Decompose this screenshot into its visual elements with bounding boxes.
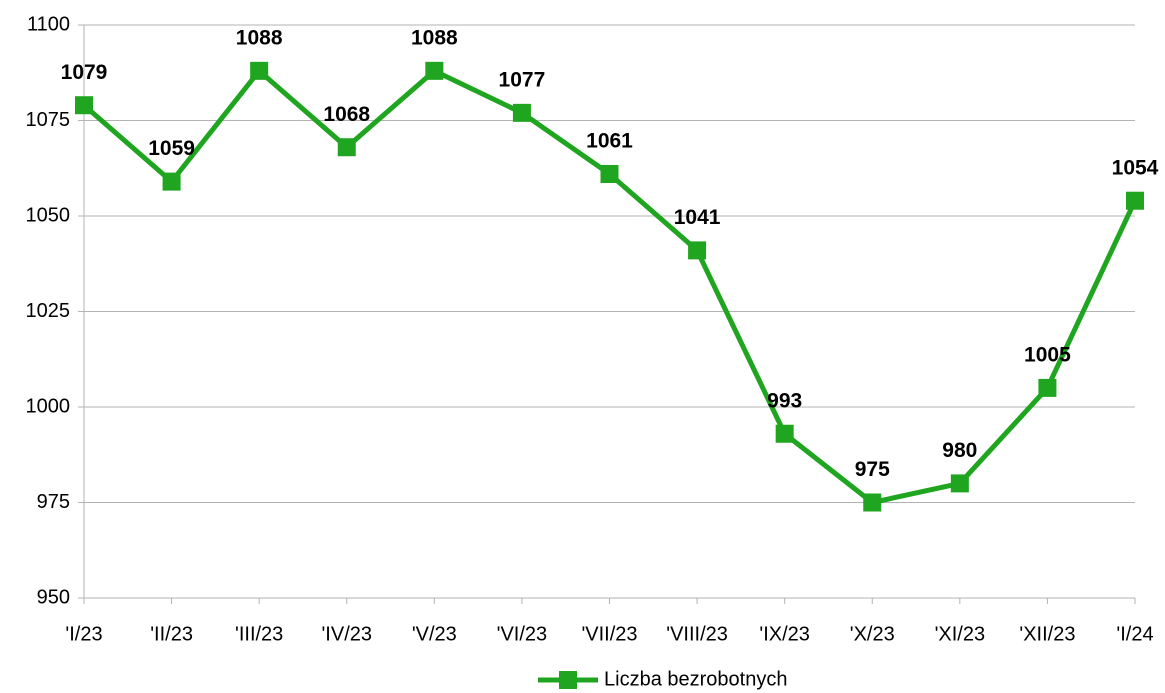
x-tick-label: 'I/24 bbox=[1116, 623, 1153, 645]
x-tick-label: 'XI/23 bbox=[935, 623, 986, 645]
x-tick-label: 'VII/23 bbox=[581, 623, 637, 645]
x-tick-label: 'II/23 bbox=[150, 623, 193, 645]
point-marker bbox=[1038, 378, 1057, 397]
point-marker bbox=[512, 103, 531, 122]
point-marker bbox=[775, 424, 794, 443]
x-tick-label: 'IX/23 bbox=[759, 623, 810, 645]
x-tick-label: 'VIII/23 bbox=[666, 623, 728, 645]
value-label: 1077 bbox=[499, 68, 546, 91]
x-tick-label: 'I/23 bbox=[65, 623, 102, 645]
point-marker bbox=[162, 172, 181, 191]
point-marker bbox=[75, 96, 93, 115]
x-tick-label: 'X/23 bbox=[850, 623, 895, 645]
legend-marker bbox=[559, 671, 577, 689]
value-label: 1041 bbox=[674, 206, 721, 229]
legend-label: Liczba bezrobotnych bbox=[604, 668, 787, 690]
point-marker bbox=[337, 138, 356, 157]
value-label: 1079 bbox=[61, 61, 108, 84]
value-label: 1068 bbox=[323, 103, 370, 126]
point-marker bbox=[688, 241, 707, 260]
y-tick-label: 975 bbox=[37, 491, 70, 513]
point-marker bbox=[950, 474, 969, 493]
value-label: 1059 bbox=[148, 137, 195, 160]
point-marker bbox=[425, 61, 444, 80]
point-marker bbox=[863, 493, 882, 512]
value-label: 1061 bbox=[586, 130, 633, 153]
x-tick-label: 'V/23 bbox=[412, 623, 457, 645]
y-tick-label: 1050 bbox=[26, 204, 71, 226]
x-tick-label: 'XII/23 bbox=[1019, 623, 1075, 645]
y-tick-label: 1075 bbox=[26, 109, 71, 131]
value-label: 975 bbox=[855, 458, 890, 481]
value-label: 993 bbox=[767, 389, 802, 412]
value-label: 980 bbox=[942, 439, 977, 462]
point-marker bbox=[600, 164, 619, 183]
y-tick-label: 1100 bbox=[27, 13, 70, 35]
x-tick-label: 'VI/23 bbox=[497, 623, 548, 645]
y-tick-label: 950 bbox=[37, 586, 70, 608]
point-marker bbox=[250, 61, 269, 80]
value-label: 1088 bbox=[236, 26, 283, 49]
value-label: 1088 bbox=[411, 26, 458, 49]
x-tick-label: 'IV/23 bbox=[321, 623, 372, 645]
x-tick-label: 'III/23 bbox=[235, 623, 283, 645]
y-tick-label: 1025 bbox=[26, 300, 71, 322]
value-label: 1005 bbox=[1024, 343, 1071, 366]
point-marker bbox=[1126, 191, 1144, 210]
value-label: 1054 bbox=[1112, 156, 1159, 179]
y-tick-label: 1000 bbox=[26, 395, 71, 417]
